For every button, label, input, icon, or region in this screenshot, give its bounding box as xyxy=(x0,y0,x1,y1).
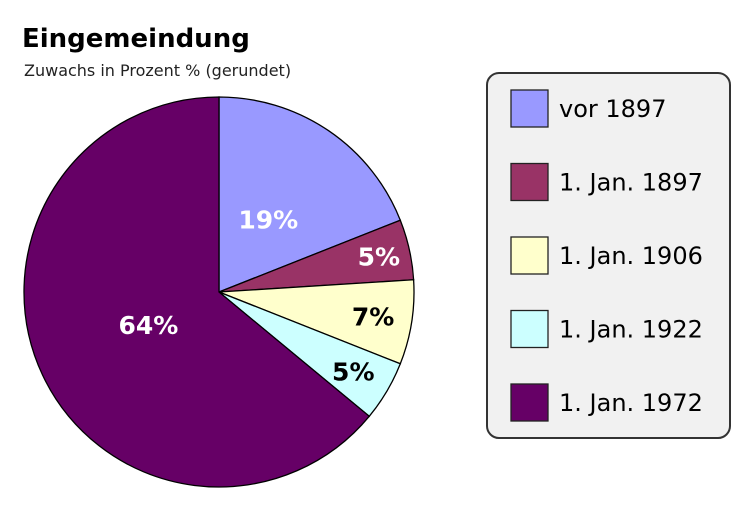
legend-swatch xyxy=(510,89,549,128)
data-label: 5% xyxy=(332,357,374,386)
legend-swatch xyxy=(510,236,549,275)
data-label: 5% xyxy=(358,242,400,271)
legend: vor 1897 1. Jan. 1897 1. Jan. 1906 1. Jan. … xyxy=(510,89,703,422)
pie-slice xyxy=(218,96,402,293)
legend-label: 1. Jan. 1972 xyxy=(559,389,703,417)
legend-label: vor 1897 xyxy=(559,95,666,123)
legend-label: 1. Jan. 1906 xyxy=(559,242,703,270)
data-label: 19% xyxy=(238,205,298,234)
legend-swatch xyxy=(510,309,549,349)
legend-label: 1. Jan. 1897 xyxy=(559,169,703,197)
data-label: 64% xyxy=(119,311,179,340)
legend-swatch xyxy=(510,383,549,422)
legend-label: 1. Jan. 1922 xyxy=(559,316,703,344)
pie-slice xyxy=(23,96,371,488)
chart-title: Eingemeindung xyxy=(22,24,250,54)
chart-subtitle: Zuwachs in Prozent % (gerundet) xyxy=(24,61,291,80)
data-label: 7% xyxy=(352,302,394,331)
legend-swatch xyxy=(510,162,549,202)
